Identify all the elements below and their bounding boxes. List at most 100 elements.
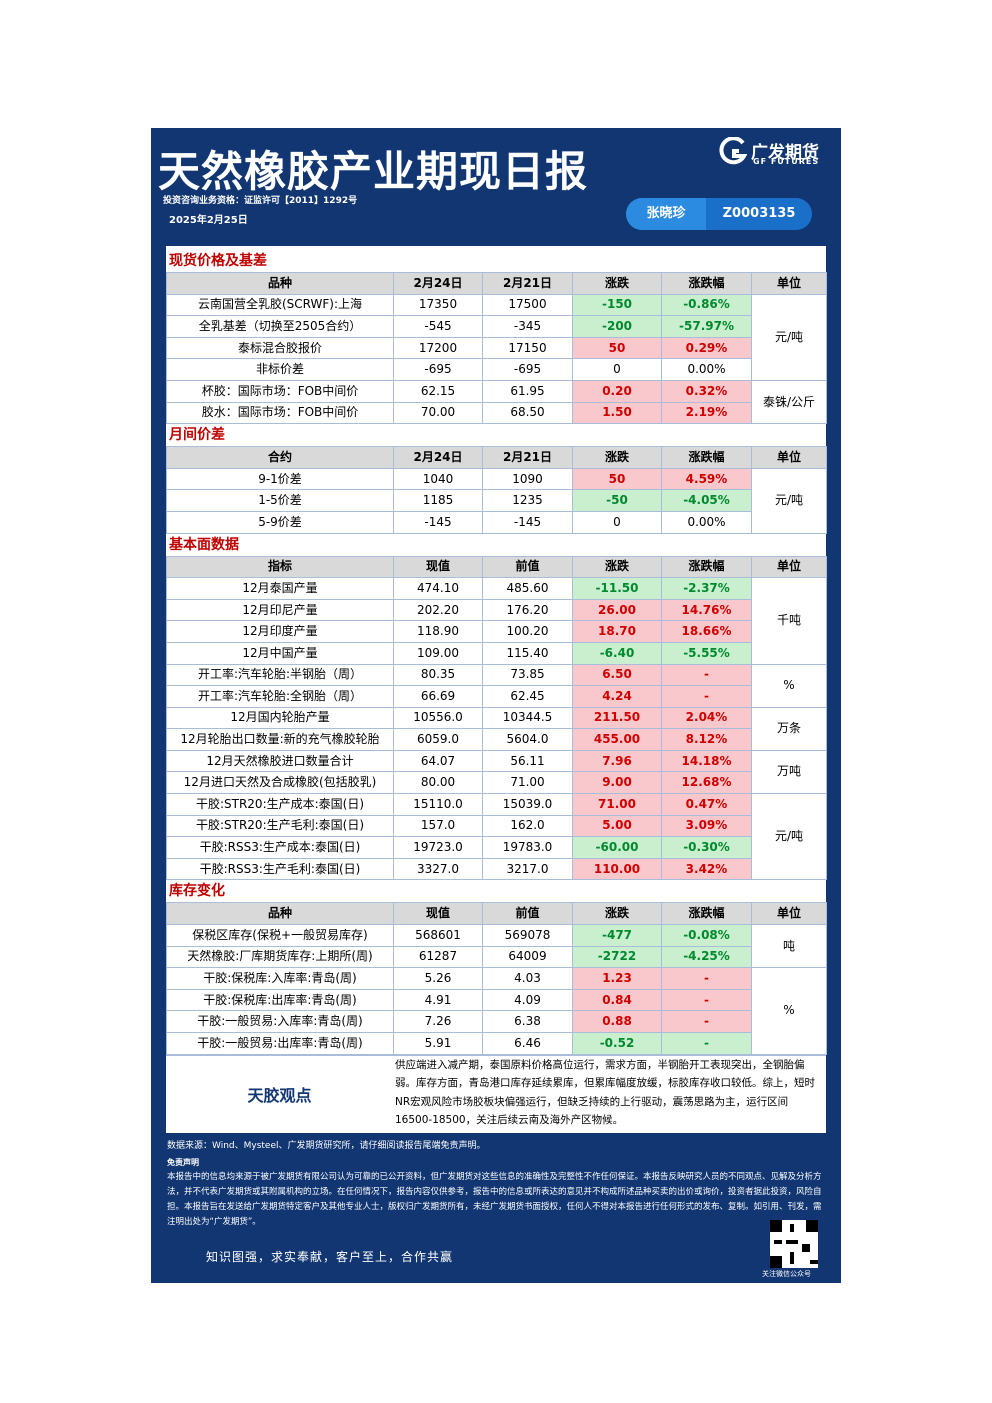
cell: -145 [393,510,483,534]
column-header: 单位 [751,555,827,579]
cell: 0 [572,358,662,381]
cell: 568601 [393,924,483,947]
analyst-id: Z0003135 [722,206,796,221]
cell: 202.20 [393,598,483,622]
cell: -477 [572,924,662,947]
cell: 61287 [393,945,483,969]
data-row: 全乳基差（切换至2505合约） -545 -345 -200 -57.97% [166,315,827,338]
column-header: 合约 [166,446,394,469]
cell: 17200 [393,336,483,360]
data-row: 干胶:一般贸易:入库率:青岛(周) 7.26 6.38 0.88- [166,1010,827,1033]
row-label: 干胶:一般贸易:出库率:青岛(周) [166,1032,394,1055]
data-row: 12月印度产量 118.90 100.20 18.70 18.66% [166,620,827,643]
cell: -11.50 [572,577,662,600]
data-row: 胶水：国际市场：FOB中间价 70.00 68.50 1.50 2.19% [166,401,827,425]
cell: 80.35 [393,663,483,687]
cell: 50 [572,336,662,360]
column-header: 2月21日 [482,272,573,295]
license: 投资咨询业务资格：证监许可【2011】1292号 [163,196,358,206]
cell: - [661,685,752,708]
row-label: 干胶:RSS3:生产毛利:泰国(日) [166,857,394,881]
content: 现货价格及基差 品种 2月24日 2月21日 涨跌 涨跌幅 单位 云南国营全乳胶(SCRWF)… [166,246,827,1133]
cell: 0.84 [572,988,662,1012]
row-label: 保税区库存(保税+一般贸易库存) [166,924,394,947]
cell: 0.47% [661,793,752,816]
cell: 4.59% [661,467,752,491]
row-label: 干胶:STR20:生产毛利:泰国(日) [166,814,394,838]
cell: -0.30% [661,836,752,859]
cell: -695 [393,358,483,381]
cell: - [661,1032,752,1055]
section-title: 现货价格及基差 [169,253,267,269]
cell: 0.32% [661,379,752,403]
cell: 8.12% [661,728,752,751]
data-row: 12月国内轮胎产量 10556.0 10344.5 211.50 2.04% 万条 [166,706,827,751]
column-header: 单位 [751,446,827,469]
unit: 元/吨 [751,793,827,881]
data-row: 9-1价差 1040 1090 50 4.59% 元/吨 [166,467,827,534]
data-row: 非标价差 -695 -695 0 0.00% [166,358,827,381]
logo-text: 广发期货 [751,143,819,163]
column-header: 前值 [482,555,573,579]
cell: 110.00 [572,857,662,881]
cell: 0 [572,510,662,534]
cell: 474.10 [393,577,483,600]
cell: -50 [572,489,662,512]
column-header: 品种 [166,902,394,926]
cell: 18.70 [572,620,662,643]
source: 数据来源：Wind、Mysteel、广发期货研究所，请仔细阅读报告尾端免责声明。 [167,1141,486,1151]
cell: 18.66% [661,620,752,643]
header-row: 品种 2月24日 2月21日 涨跌 涨跌幅 单位 [166,272,827,295]
unit: 元/吨 [751,467,827,534]
row-label: 1-5价差 [166,489,394,512]
cell: 0.88 [572,1010,662,1033]
data-row: 云南国营全乳胶(SCRWF):上海 17350 17500 -150 -0.86% 元/吨 [166,293,827,381]
data-row: 天然橡胶:厂库期货库存:上期所(周) 61287 64009 -2722 -4.25% [166,945,827,969]
cell: - [661,967,752,990]
data-table: 合约 2月24日 2月21日 涨跌 涨跌幅 单位 9-1价差 1040 1090 50 4.59% 元… [166,446,827,534]
data-row: 1-5价差 1185 1235 -50 -4.05% [166,489,827,512]
cell: -545 [393,315,483,338]
logo-text-en: GF FUTURES [753,157,820,166]
cell: 71.00 [482,771,573,795]
unit: 千吨 [751,577,827,665]
cell: 100.20 [482,620,573,643]
column-header: 涨跌幅 [661,555,752,579]
row-label: 12月泰国产量 [166,577,394,600]
column-header: 2月24日 [393,446,483,469]
column-header: 单位 [751,902,827,926]
row-label: 开工率:汽车轮胎:半钢胎（周） [166,663,394,687]
cell: 73.85 [482,663,573,687]
row-label: 开工率:汽车轮胎:全钢胎（周） [166,685,394,708]
cell: 1090 [482,467,573,491]
data-row: 12月天然橡胶进口数量合计 64.07 56.11 7.96 14.18% 万吨 [166,749,827,795]
row-label: 胶水：国际市场：FOB中间价 [166,401,394,425]
cell: 6.38 [482,1010,573,1033]
header-row: 品种 现值 前值 涨跌 涨跌幅 单位 [166,902,827,926]
data-row: 杯胶：国际市场：FOB中间价 62.15 61.95 0.20 0.32% 泰铢/公斤 [166,379,827,425]
data-row: 干胶:STR20:生产毛利:泰国(日) 157.0 162.0 5.00 3.09% [166,814,827,838]
row-label: 天然橡胶:厂库期货库存:上期所(周) [166,945,394,969]
row-label: 干胶:保税库:出库率:青岛(周) [166,988,394,1012]
cell: 56.11 [482,749,573,773]
cell: 68.50 [482,401,573,425]
cell: 1.50 [572,401,662,425]
cell: 14.18% [661,749,752,773]
cell: 4.03 [482,967,573,990]
unit: % [751,663,827,708]
row-label: 12月轮胎出口数量:新的充气橡胶轮胎 [166,728,394,751]
row-label: 12月国内轮胎产量 [166,706,394,730]
data-row: 12月印尼产量 202.20 176.20 26.00 14.76% [166,598,827,622]
cell: -150 [572,293,662,317]
column-header: 指标 [166,555,394,579]
cell: 118.90 [393,620,483,643]
cell: 19783.0 [482,836,573,859]
column-header: 2月21日 [482,446,573,469]
column-header: 涨跌幅 [661,272,752,295]
column-header: 前值 [482,902,573,926]
cell: -5.55% [661,641,752,665]
unit: 万条 [751,706,827,751]
cell: 6.46 [482,1032,573,1055]
cell: -2722 [572,945,662,969]
cell: 455.00 [572,728,662,751]
